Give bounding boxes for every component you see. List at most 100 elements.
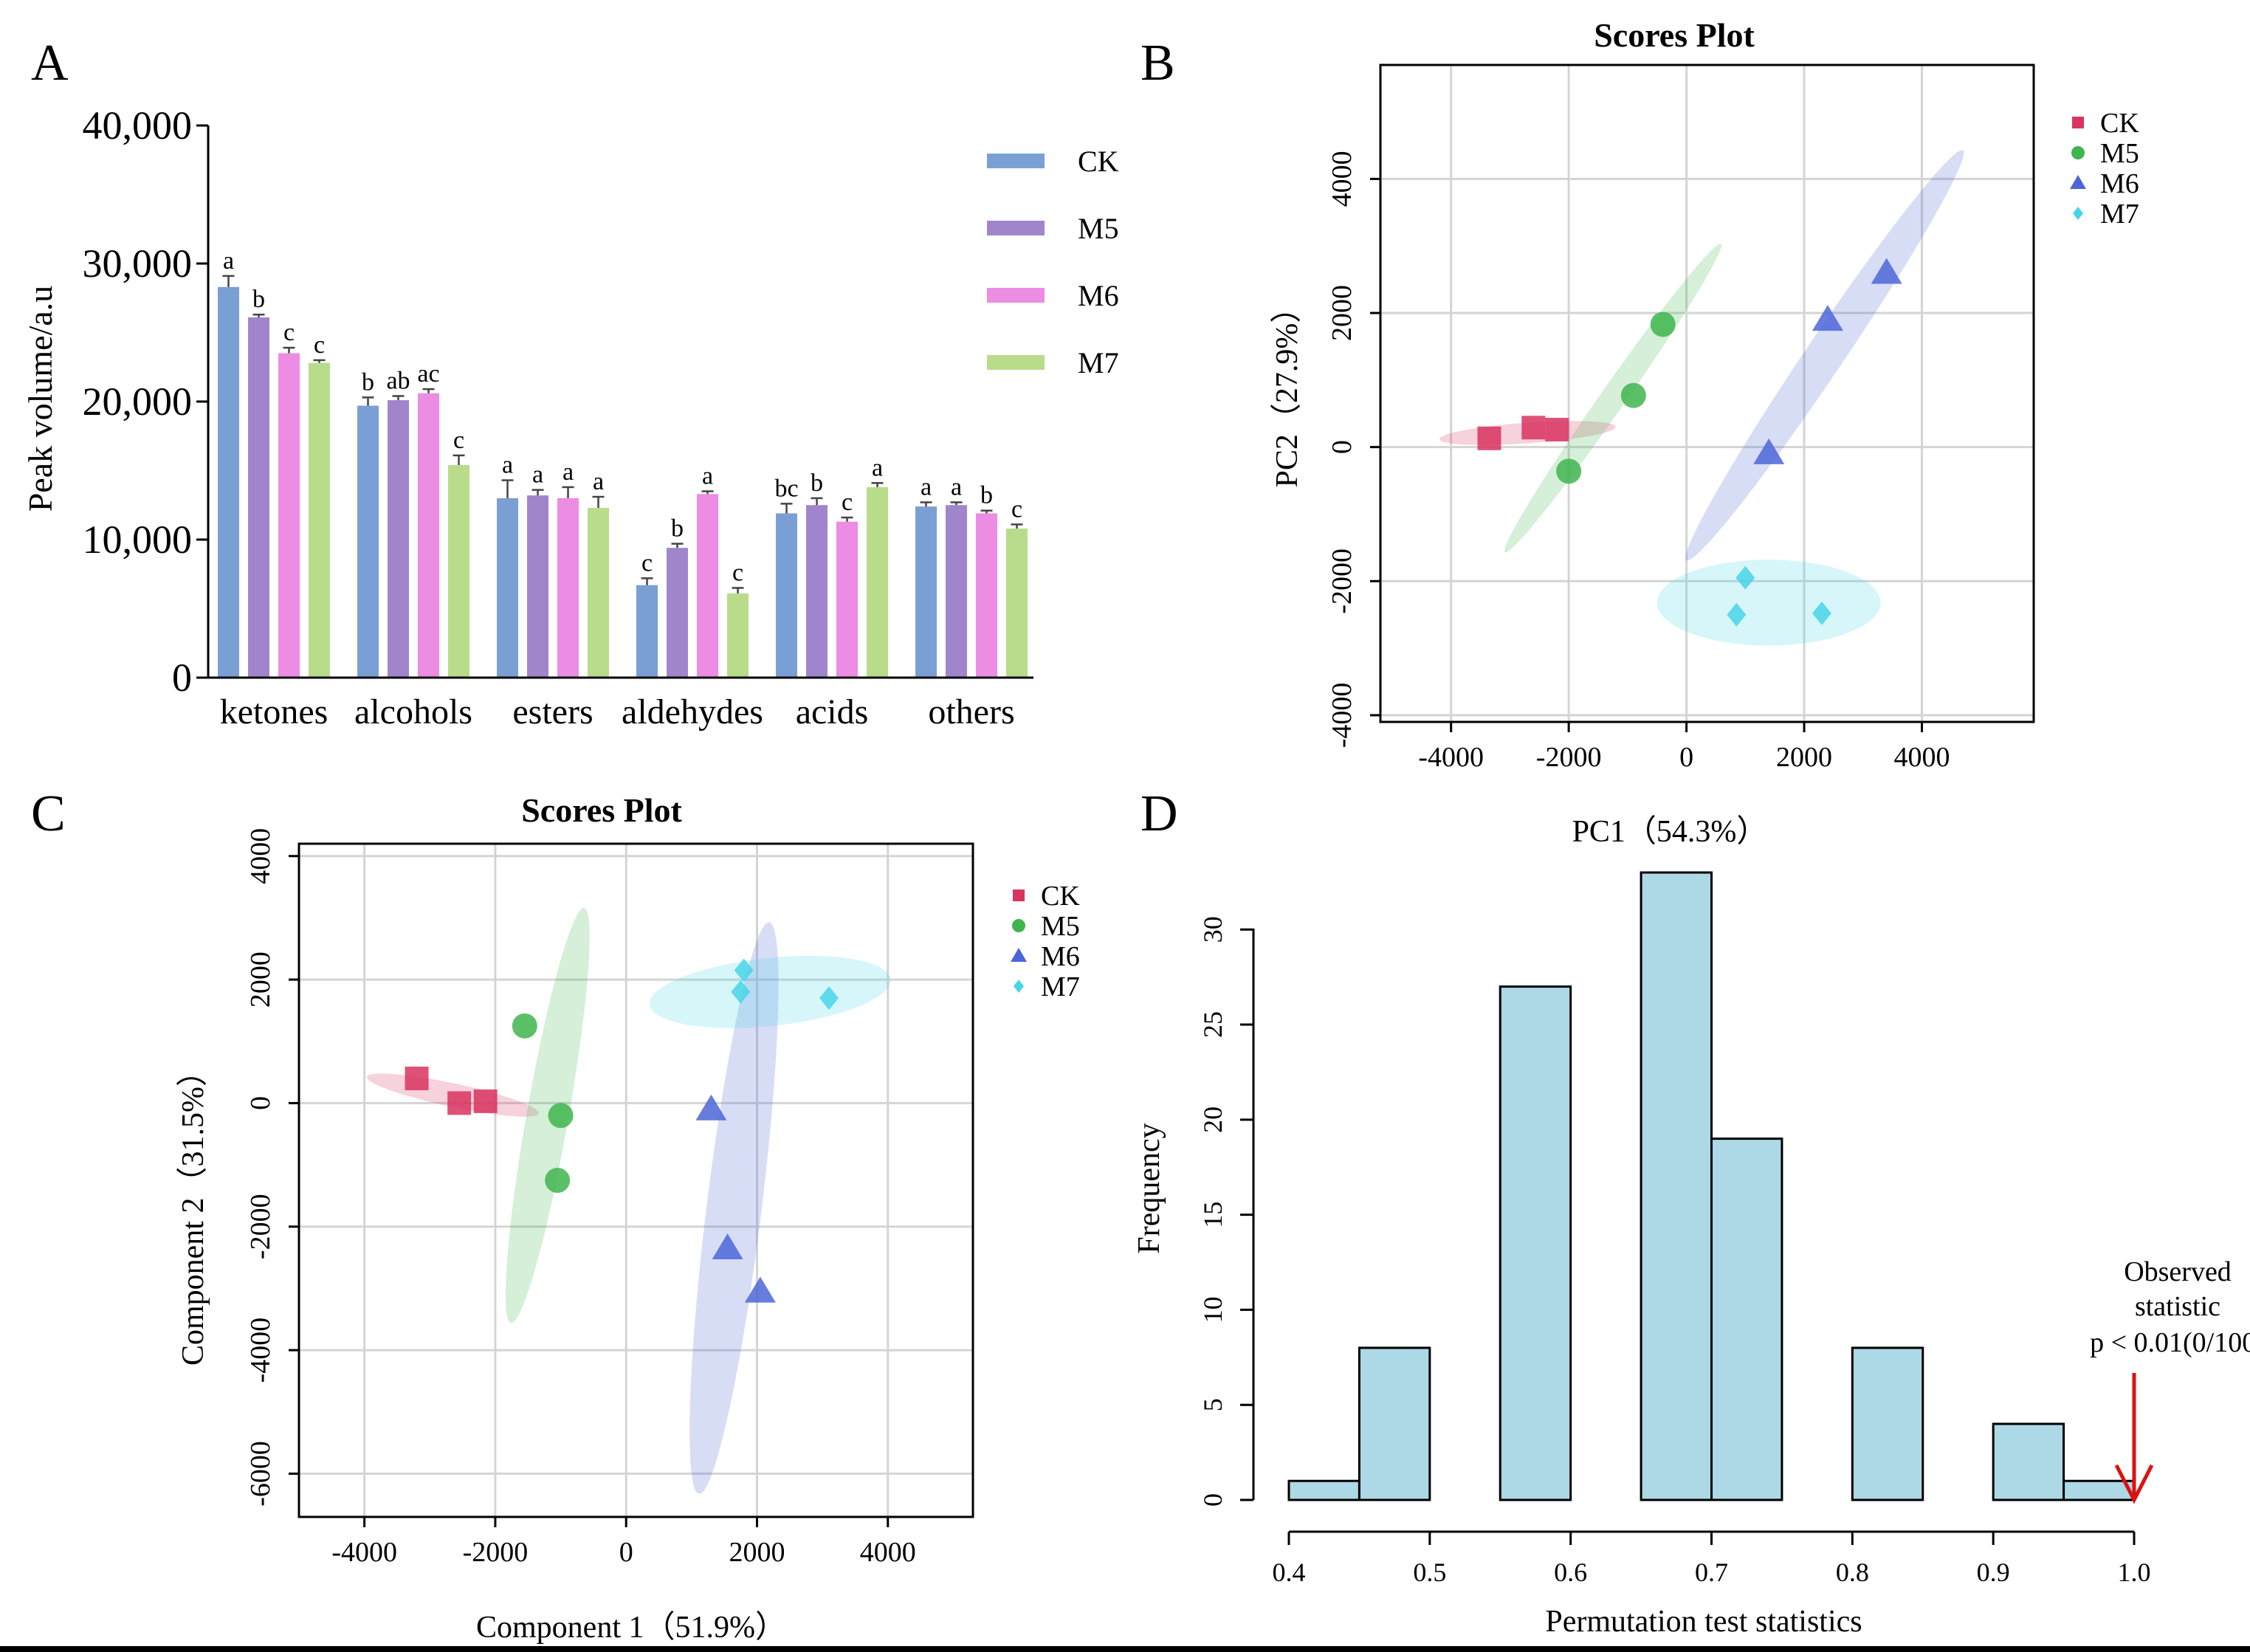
a-bar-m7-acids (867, 486, 888, 678)
d-histogram-bar (2062, 1479, 2136, 1501)
a-bar-m5-aldehydes (667, 548, 688, 678)
a-bar-ck-esters (497, 498, 518, 678)
a-significance-letter: bc (774, 475, 798, 502)
c-ellipse-m5 (505, 908, 590, 1324)
d-annotation-line-3: p < 0.01(0/100) (2090, 1327, 2250, 1358)
a-significance-letter: c (314, 331, 325, 359)
d-histogram-bar (1287, 1479, 1360, 1501)
a-bar-ck-acids (776, 513, 797, 678)
b-x-tick-label: -4000 (1418, 742, 1484, 773)
b-x-tick-label: 4000 (1894, 742, 1950, 773)
c-legend-label-m5: M5 (1041, 911, 1080, 942)
a-significance-letter: ac (417, 360, 439, 388)
a-legend-label-m5: M5 (1078, 212, 1119, 245)
a-significance-letter: a (951, 474, 962, 501)
c-point-m6 (744, 1276, 776, 1303)
b-x-tick-label: 2000 (1776, 742, 1832, 773)
a-x-tick-label-ketones: ketones (220, 692, 328, 732)
a-legend-swatch-m7 (987, 355, 1045, 370)
a-bar-ck-alcohols (357, 405, 379, 678)
a-bar-m6-esters (557, 498, 579, 678)
a-significance-letter: a (532, 461, 543, 489)
a-significance-letter: c (641, 549, 653, 577)
b-point-m6 (1753, 438, 1785, 464)
b-legend-marker-ck (2072, 117, 2084, 128)
a-legend: CK M5 M6 M7 (987, 145, 1119, 379)
a-bar-m5-ketones (248, 317, 269, 678)
d-histogram-bar (1851, 1346, 1924, 1501)
a-legend-label-m7: M7 (1078, 346, 1119, 379)
c-y-tick-label: -2000 (245, 1194, 276, 1259)
b-x-tick-label: -2000 (1536, 742, 1602, 773)
c-legend-marker-m7 (1014, 980, 1024, 993)
d-histogram-bar (1992, 1422, 2065, 1501)
b-legend-label-m6: M6 (2100, 168, 2139, 199)
a-significance-letter: a (921, 474, 932, 501)
a-significance-letter: c (283, 319, 295, 346)
d-y-ticks: 0 5 10 15 20 25 30 (1198, 916, 1253, 1507)
d-observed-arrow (2114, 1373, 2154, 1504)
c-frame (297, 842, 974, 1518)
b-point-m7 (1727, 602, 1747, 627)
b-point-m5 (1556, 458, 1582, 484)
a-significance-letter: ab (386, 368, 410, 395)
b-title: Scores Plot (1594, 16, 1755, 54)
b-ellipse-m5 (1504, 244, 1721, 553)
b-point-m6 (1812, 305, 1843, 331)
a-bar-ck-others (915, 506, 937, 678)
c-point-m5 (545, 1168, 571, 1193)
a-y-tick-label: 30,000 (83, 241, 193, 286)
scores-plot-b: Scores Plot -4000 -2000 0 2000 4000 -4000 -200… (1270, 16, 2139, 849)
c-y-tick-label: -6000 (245, 1441, 276, 1507)
d-x-axis-label: Permutation test statistics (1545, 1605, 1862, 1639)
a-legend-swatch-m5 (987, 221, 1045, 235)
a-x-tick-label-esters: esters (512, 692, 593, 732)
b-y-axis-label: PC2（27.9%） (1270, 292, 1304, 488)
d-x-ticks: 0.4 0.5 0.6 0.7 0.8 0.9 1.0 (1273, 1532, 2151, 1587)
panel-label-c: C (31, 785, 66, 842)
a-y-tick-label: 20,000 (83, 379, 193, 424)
b-point-m7 (1735, 565, 1755, 590)
a-bar-m5-esters (527, 495, 548, 678)
c-point-ck (405, 1066, 429, 1090)
a-significance-letter: a (593, 468, 604, 495)
d-y-tick-label: 30 (1198, 916, 1228, 943)
c-y-tick-label: 4000 (245, 828, 276, 884)
d-x-tick-label: 0.8 (1836, 1558, 1869, 1587)
a-bar-m7-ketones (309, 362, 330, 678)
b-ellipse-m7 (1656, 560, 1881, 646)
b-point-ck (1545, 418, 1569, 442)
d-arrow-head (2114, 1464, 2154, 1504)
c-point-m7 (819, 986, 839, 1011)
b-legend-marker-m6 (2070, 175, 2086, 189)
c-x-tick-label: -4000 (331, 1537, 397, 1568)
d-histogram-bar (1640, 871, 1713, 1501)
c-point-ck (447, 1091, 472, 1115)
c-ellipse-m6 (689, 922, 779, 1494)
a-significance-letter: a (872, 454, 883, 481)
a-bar-m6-acids (836, 521, 858, 678)
b-x-axis-label: PC1（54.3%） (1572, 815, 1768, 849)
c-point-m6 (695, 1094, 727, 1121)
a-bar-ck-ketones (218, 286, 239, 678)
c-x-axis-label: Component 1（51.9%） (476, 1611, 786, 1645)
b-legend-marker-m5 (2071, 146, 2085, 159)
d-annotation-line-1: Observed (2124, 1256, 2232, 1287)
a-bar-m6-alcohols (418, 393, 439, 678)
d-y-tick-label: 5 (1198, 1398, 1228, 1411)
a-legend-swatch-m6 (987, 288, 1045, 303)
b-legend-label-m7: M7 (2100, 199, 2139, 230)
c-legend-label-m6: M6 (1041, 941, 1080, 972)
panel-label-b: B (1141, 35, 1175, 92)
c-y-axis-label: Component 2（31.5%） (176, 1056, 210, 1366)
d-histogram-bar (1358, 1346, 1431, 1501)
b-point-ck (1477, 426, 1501, 450)
a-y-tick-label: 40,000 (83, 103, 193, 148)
a-significance-letter: c (1011, 495, 1022, 523)
b-point-m6 (1871, 258, 1902, 284)
a-legend-label-m6: M6 (1078, 279, 1119, 312)
c-y-tick-label: -4000 (245, 1318, 276, 1383)
b-plot-area: -4000 -2000 0 2000 4000 -4000 -2000 0 2000 4000 (1327, 65, 2034, 773)
